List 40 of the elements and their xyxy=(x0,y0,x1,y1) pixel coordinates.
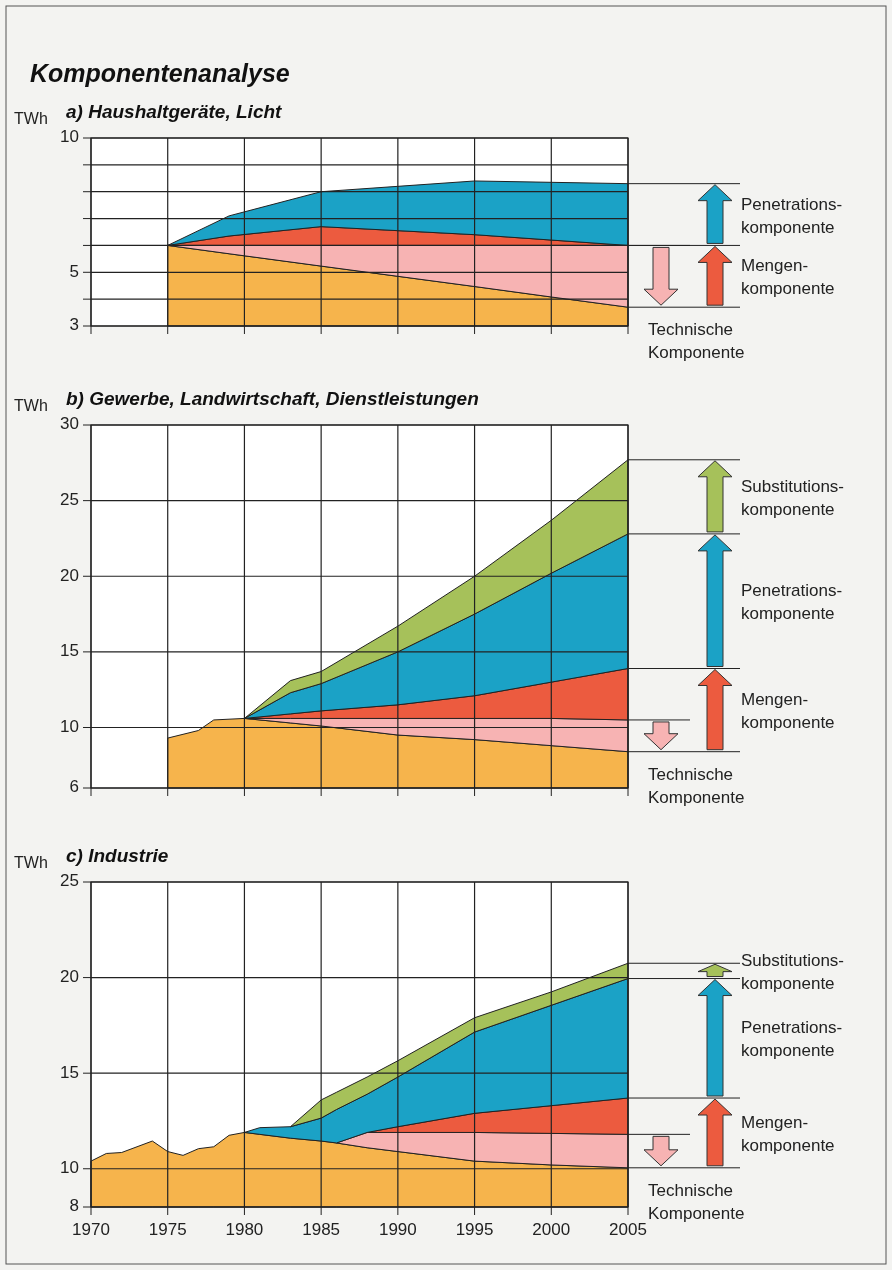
chart-title: Komponentenanalyse xyxy=(30,59,290,87)
text: Penetrations- komponente xyxy=(741,1018,843,1061)
y-tick-label: 10 xyxy=(60,127,79,147)
text: Penetrations- komponente xyxy=(741,581,843,624)
chart-title: c) Industrie xyxy=(66,845,169,866)
y-tick-label: 20 xyxy=(60,967,79,987)
legend-label: Substitutions- komponente xyxy=(741,950,844,993)
y-tick-label: 10 xyxy=(60,1158,79,1178)
y-tick-label: 3 xyxy=(69,315,79,335)
chart-title: b) Gewerbe, Landwirtschaft, Dienstleistungen xyxy=(66,388,479,409)
series-label: Technische Komponente xyxy=(648,320,745,363)
text: Mengen- komponente xyxy=(741,256,835,299)
x-tick-label: 1980 xyxy=(225,1220,264,1239)
x-tick-label: 2005 xyxy=(609,1220,647,1239)
y-tick-label: 8 xyxy=(69,1196,79,1216)
y-tick-label: 30 xyxy=(60,414,79,434)
y-tick-label: 6 xyxy=(69,777,79,797)
y-tick-label: 10 xyxy=(60,716,79,736)
y-tick-label: 15 xyxy=(60,1062,79,1082)
legend-label: Technische Komponente xyxy=(648,764,745,807)
y-axis-title: TWh xyxy=(14,110,48,127)
x-tick-label: 2000 xyxy=(532,1220,571,1239)
y-axis-title: TWh xyxy=(14,854,48,871)
y-tick-label: 15 xyxy=(60,641,79,661)
text: Mengen- komponente xyxy=(741,690,835,733)
text: Substitutions- komponente xyxy=(741,476,844,519)
text: Penetrations- komponente xyxy=(741,194,843,237)
y-tick-label: 25 xyxy=(60,490,79,510)
y-tick-label: 5 xyxy=(69,261,79,281)
chart-subtitle: a) Haushaltgeräte, Licht xyxy=(66,101,283,122)
y-axis-title: TWh xyxy=(14,397,48,414)
x-tick-label: 1975 xyxy=(148,1220,187,1239)
x-tick-label: 1990 xyxy=(378,1220,417,1239)
y-tick-label: 20 xyxy=(60,565,79,585)
x-tick-label: 1995 xyxy=(455,1220,494,1239)
series-label: Technische Komponente xyxy=(648,1180,745,1223)
text: Mengen- komponente xyxy=(741,1112,835,1155)
x-tick-label: 1985 xyxy=(302,1220,341,1239)
x-tick-label: 1970 xyxy=(72,1220,110,1239)
y-tick-label: 25 xyxy=(60,871,79,891)
